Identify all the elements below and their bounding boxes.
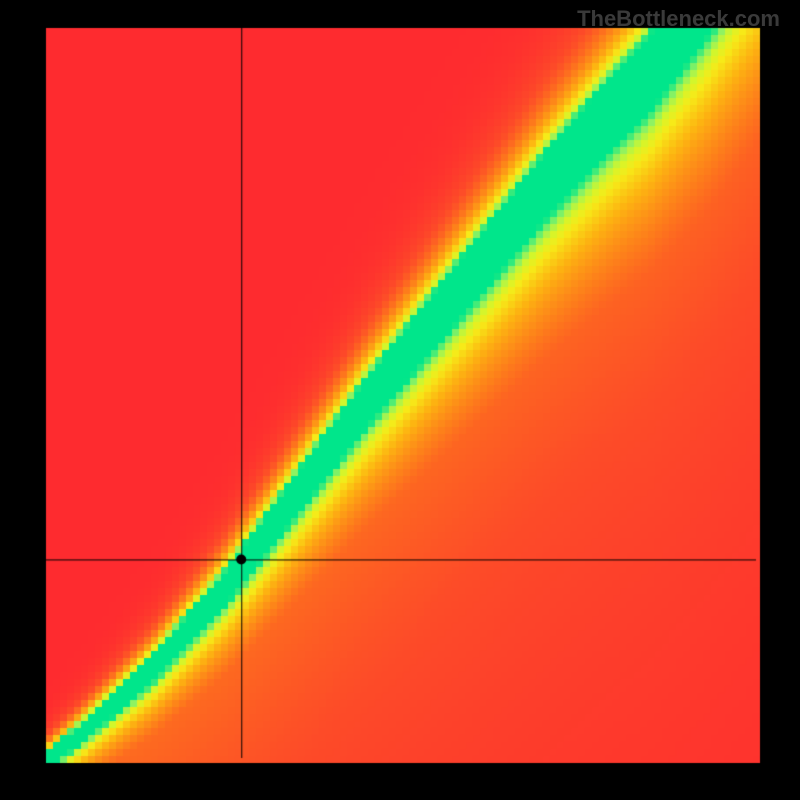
bottleneck-heatmap [0, 0, 800, 800]
watermark-text: TheBottleneck.com [577, 6, 780, 32]
